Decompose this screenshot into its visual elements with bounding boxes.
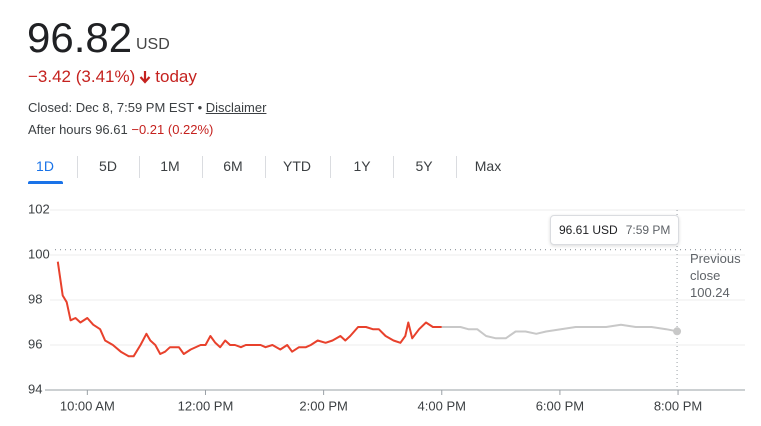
previous-close-value: 100.24 xyxy=(690,285,730,300)
x-tick-label: 10:00 AM xyxy=(60,398,115,413)
tooltip-time: 7:59 PM xyxy=(625,223,671,237)
range-tabs: 1D 5D 1M 6M YTD 1Y 5Y Max xyxy=(0,150,761,190)
tab[interactable]: 1Y xyxy=(353,158,371,174)
tab[interactable]: 5Y xyxy=(415,158,433,174)
tooltip-price: 96.61 USD xyxy=(559,223,618,237)
closed-time: Closed: Dec 8, 7:59 PM EST xyxy=(28,100,194,115)
x-tick-label: 2:00 PM xyxy=(299,398,347,413)
after-hours: After hours 96.61 xyxy=(28,122,128,137)
tab-separator xyxy=(265,156,266,178)
end-dot xyxy=(673,327,682,336)
tab[interactable]: Max xyxy=(474,158,502,174)
after-hours-row: After hours 96.61 −0.21 (0.22%) xyxy=(28,122,213,137)
x-tick-label: 4:00 PM xyxy=(418,398,466,413)
down-arrow xyxy=(139,71,151,84)
price: 96.82 xyxy=(27,14,133,61)
tab-separator xyxy=(76,156,78,178)
tab-separator xyxy=(456,156,457,178)
currency: USD xyxy=(136,36,170,53)
y-tick-label: 98 xyxy=(28,291,42,306)
today: today xyxy=(155,67,197,86)
y-tick-label: 100 xyxy=(28,246,50,261)
tab-separator xyxy=(201,156,203,178)
tooltip: 96.61 USD 7:59 PM xyxy=(550,215,680,245)
closed-row: Closed: Dec 8, 7:59 PM EST • Disclaimer xyxy=(28,100,266,115)
tab-separator xyxy=(139,156,140,178)
tab-separator xyxy=(393,156,394,178)
tab-separator xyxy=(329,156,331,178)
x-tick-label: 8:00 PM xyxy=(654,398,702,413)
y-tick-label: 96 xyxy=(28,336,42,351)
tab[interactable]: 1D xyxy=(36,158,54,174)
tab[interactable]: 1M xyxy=(160,158,180,174)
tab[interactable]: 5D xyxy=(99,158,117,174)
disclaimer[interactable]: Disclaimer xyxy=(205,100,267,115)
tab[interactable]: YTD xyxy=(283,158,311,174)
change-row: −3.42 (3.41%) today xyxy=(28,67,197,87)
previous-close-text: Previous close xyxy=(690,251,741,283)
y-tick-label: 94 xyxy=(28,381,42,396)
x-tick-label: 6:00 PM xyxy=(536,398,584,413)
price-line xyxy=(441,323,678,340)
x-tick-label: 12:00 PM xyxy=(178,398,234,413)
separator: • xyxy=(197,100,203,115)
change: −3.42 (3.41%) xyxy=(28,67,136,86)
previous-close-label: Previous close 100.24 xyxy=(690,250,750,301)
tab[interactable]: 6M xyxy=(223,158,243,174)
after-hours-change: −0.21 (0.22%) xyxy=(131,122,214,137)
y-tick-label: 102 xyxy=(28,201,50,216)
selected-underline xyxy=(28,181,63,184)
price-line xyxy=(56,261,442,358)
